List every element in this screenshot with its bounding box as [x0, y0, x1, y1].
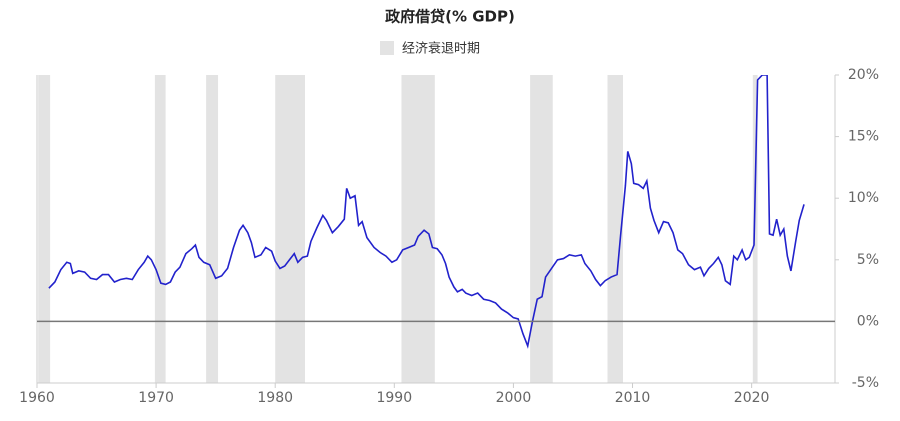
recession-band: [38, 75, 51, 383]
legend-swatch: [380, 41, 394, 55]
x-tick-label: 1980: [257, 390, 293, 406]
chart-title: 政府借贷(% GDP): [385, 8, 515, 26]
y-tick-label: 15%: [848, 129, 879, 145]
recession-band: [530, 75, 553, 383]
recession-band: [607, 75, 623, 383]
recession-band: [752, 75, 758, 383]
y-tick-label: 10%: [848, 190, 879, 206]
legend-label: 经济衰退时期: [402, 41, 480, 57]
data-line: [48, 75, 805, 349]
y-tick-label: 20%: [848, 67, 879, 83]
y-tick-label: 5%: [857, 252, 879, 268]
y-tick-label: 0%: [857, 313, 879, 329]
plot-area: -5% 0% 5% 10% 15% 20% 1960 1970 1980 1990 2000 2010…: [19, 67, 879, 406]
x-tick-label: 1990: [376, 390, 412, 406]
clip-group: [38, 75, 805, 383]
x-tick-label: 2010: [615, 390, 651, 406]
recession-band: [401, 75, 435, 383]
x-tick-label: 2000: [496, 390, 532, 406]
y-tick-label: -5%: [852, 375, 879, 391]
x-tick-label: 1960: [19, 390, 55, 406]
recession-band: [206, 75, 219, 383]
x-tick-label: 1970: [138, 390, 174, 406]
recession-band: [154, 75, 166, 383]
x-tick-label: 2020: [734, 390, 770, 406]
recession-band: [275, 75, 305, 383]
